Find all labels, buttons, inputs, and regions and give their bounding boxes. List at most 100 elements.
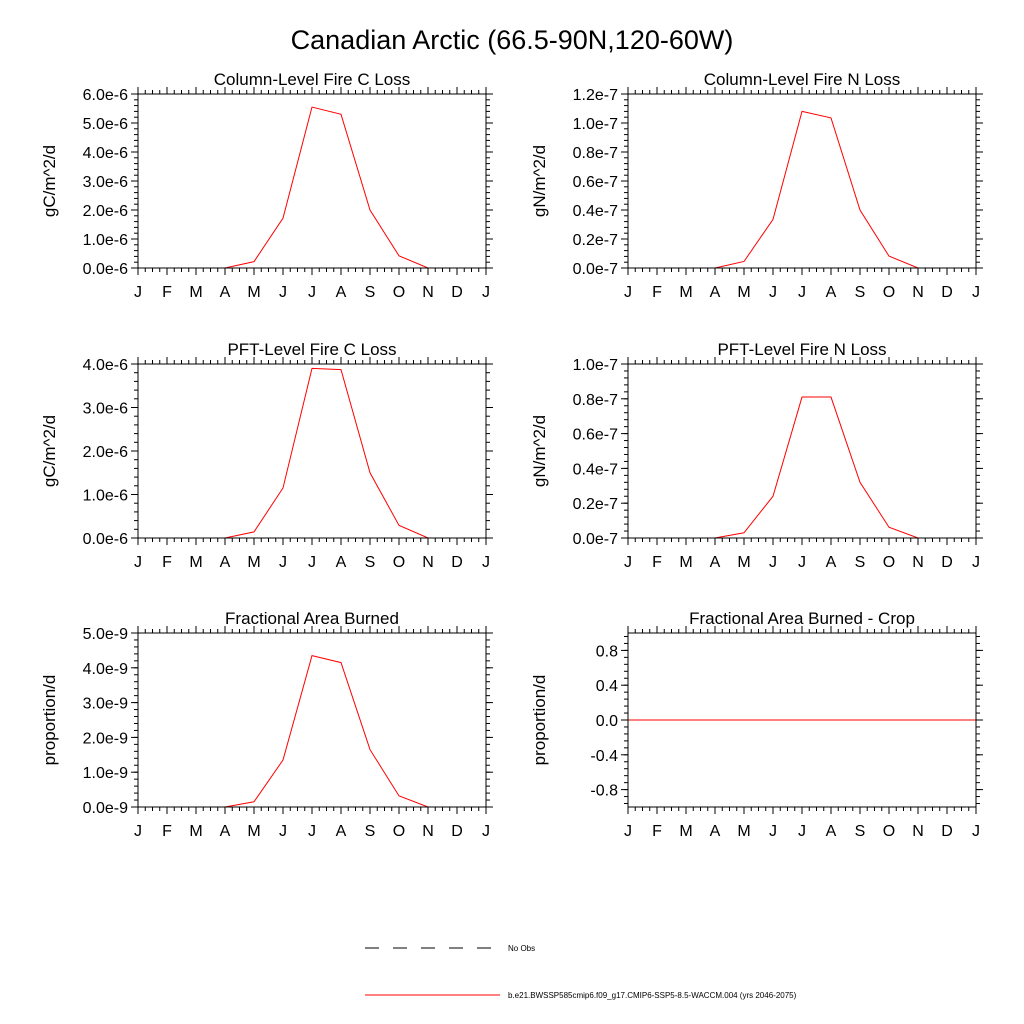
chart-2-xtick-label: J <box>769 284 777 301</box>
chart-2-xtick-label: D <box>941 284 953 301</box>
chart-4-ylabel: gN/m^2/d <box>530 415 549 487</box>
chart-4-ytick-label: 0.4e-7 <box>573 461 618 478</box>
chart-5-ytick-label: 0.0e-9 <box>83 800 128 817</box>
chart-2-frame <box>627 93 977 269</box>
legend: No Obs b.e21.BWSSP585cmip6.f09_g17.CMIP6… <box>365 944 797 1000</box>
chart-5-ytick-label: 1.0e-9 <box>83 765 128 782</box>
chart-2-xtick-label: A <box>826 284 837 301</box>
chart-2-xtick-label: F <box>652 284 662 301</box>
chart-4-xtick-label: M <box>737 554 750 571</box>
chart-2-xtick-label: J <box>624 284 632 301</box>
chart-6: Fractional Area Burned - Crop proportion/… <box>530 609 983 840</box>
chart-3-ytick-label: 0.0e-6 <box>83 531 128 548</box>
chart-2-xtick-label: S <box>855 284 866 301</box>
figure-title: Canadian Arctic (66.5-90N,120-60W) <box>291 25 734 55</box>
chart-1-ytick-label: 6.0e-6 <box>83 87 128 104</box>
chart-2-xtick-label: A <box>710 284 721 301</box>
chart-2-ytick-label: 0.6e-7 <box>573 174 618 191</box>
legend-model-label: b.e21.BWSSP585cmip6.f09_g17.CMIP6-SSP5-8… <box>508 991 797 1000</box>
chart-2-xtick-label: J <box>798 284 806 301</box>
chart-3-xtick-label: O <box>393 554 405 571</box>
chart-3-xtick-label: M <box>189 554 202 571</box>
chart-2-xtick-label: N <box>912 284 924 301</box>
chart-3-xtick-label: S <box>365 554 376 571</box>
chart-3-title: PFT-Level Fire C Loss <box>227 340 396 359</box>
chart-4-xtick-label: A <box>710 554 721 571</box>
chart-3-ytick-label: 2.0e-6 <box>83 444 128 461</box>
chart-5-xtick-label: M <box>247 823 260 840</box>
chart-4-ytick-label: 0.2e-7 <box>573 496 618 513</box>
chart-5-xtick-label: A <box>220 823 231 840</box>
chart-1-xtick-label: M <box>247 284 260 301</box>
chart-3-xtick-label: A <box>336 554 347 571</box>
legend-obs-label: No Obs <box>508 944 535 953</box>
chart-5-xtick-label: D <box>451 823 463 840</box>
chart-1-xtick-label: O <box>393 284 405 301</box>
chart-4-frame <box>627 363 977 539</box>
chart-3-xtick-label: J <box>308 554 316 571</box>
chart-4-xtick-label: J <box>972 554 980 571</box>
chart-6-xtick-label: M <box>737 823 750 840</box>
chart-4-xtick-label: M <box>679 554 692 571</box>
chart-3-xtick-label: J <box>482 554 490 571</box>
chart-6-ytick-label: -0.4 <box>590 748 618 765</box>
chart-1-ytick-label: 1.0e-6 <box>83 232 128 249</box>
chart-5-xtick-label: S <box>365 823 376 840</box>
chart-6-xtick-label: A <box>710 823 721 840</box>
chart-2-xtick-label: O <box>883 284 895 301</box>
chart-5-xtick-label: J <box>482 823 490 840</box>
chart-4-ytick-label: 0.6e-7 <box>573 427 618 444</box>
chart-5-ytick-label: 5.0e-9 <box>83 626 128 643</box>
chart-3-xtick-label: N <box>422 554 434 571</box>
chart-2-ylabel: gN/m^2/d <box>530 145 549 217</box>
chart-2-ytick-label: 0.0e-7 <box>573 261 618 278</box>
chart-6-ytick-label: 0.0 <box>596 713 618 730</box>
chart-2-xtick-label: M <box>679 284 692 301</box>
chart-1-ytick-label: 5.0e-6 <box>83 116 128 133</box>
chart-4-xtick-label: O <box>883 554 895 571</box>
chart-2-ytick-label: 1.0e-7 <box>573 116 618 133</box>
chart-5-xtick-label: O <box>393 823 405 840</box>
chart-2-ytick-label: 1.2e-7 <box>573 87 618 104</box>
chart-5-xtick-label: J <box>308 823 316 840</box>
chart-4-xtick-label: J <box>624 554 632 571</box>
chart-4-ytick-label: 0.0e-7 <box>573 531 618 548</box>
chart-5-ytick-label: 4.0e-9 <box>83 661 128 678</box>
chart-3-xtick-label: D <box>451 554 463 571</box>
chart-6-xtick-label: J <box>624 823 632 840</box>
chart-4-xtick-label: D <box>941 554 953 571</box>
chart-1-xtick-label: S <box>365 284 376 301</box>
chart-6-ylabel: proportion/d <box>530 675 549 766</box>
chart-1-title: Column-Level Fire C Loss <box>214 70 411 89</box>
chart-5-ytick-label: 2.0e-9 <box>83 730 128 747</box>
chart-2-ytick-label: 0.4e-7 <box>573 203 618 220</box>
chart-1-xtick-label: J <box>279 284 287 301</box>
chart-4-xtick-label: J <box>798 554 806 571</box>
chart-2-ytick-label: 0.8e-7 <box>573 145 618 162</box>
chart-4-xtick-label: S <box>855 554 866 571</box>
chart-1-xtick-label: F <box>162 284 172 301</box>
chart-6-xtick-label: J <box>972 823 980 840</box>
chart-1-xtick-label: A <box>220 284 231 301</box>
chart-6-ytick-label: 0.8 <box>596 643 618 660</box>
chart-5-xtick-label: A <box>336 823 347 840</box>
chart-6-xtick-label: A <box>826 823 837 840</box>
chart-1-frame <box>137 93 487 269</box>
chart-6-frame <box>627 632 977 808</box>
chart-1-ylabel: gC/m^2/d <box>40 145 59 217</box>
chart-2-xtick-label: M <box>737 284 750 301</box>
chart-2-title: Column-Level Fire N Loss <box>704 70 901 89</box>
chart-5-xtick-label: M <box>189 823 202 840</box>
chart-6-xtick-label: J <box>769 823 777 840</box>
chart-4-ytick-label: 0.8e-7 <box>573 392 618 409</box>
chart-3-xtick-label: J <box>134 554 142 571</box>
chart-3-ytick-label: 4.0e-6 <box>83 357 128 374</box>
